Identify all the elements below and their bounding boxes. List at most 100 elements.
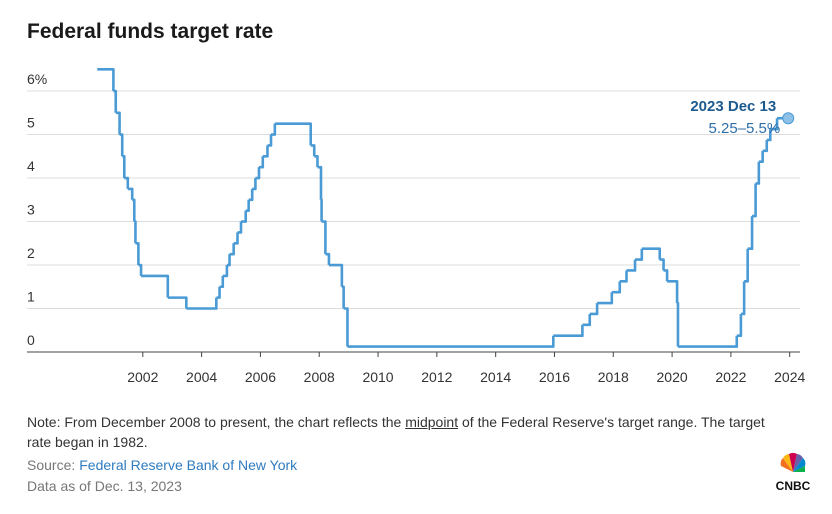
- line-step: [219, 275, 225, 289]
- line-step: [328, 263, 344, 287]
- line-step: [274, 122, 313, 146]
- line-step: [582, 313, 592, 327]
- source-label: Source:: [27, 457, 76, 473]
- line-step: [347, 335, 555, 348]
- line-step: [229, 243, 235, 256]
- line-step: [747, 216, 754, 251]
- line-step: [663, 269, 669, 282]
- line-step: [115, 111, 121, 135]
- line-step: [321, 220, 327, 255]
- x-tick-label: 2008: [304, 369, 335, 385]
- line-step: [597, 292, 614, 305]
- logo-text: CNBC: [776, 479, 811, 493]
- line-step: [755, 161, 761, 185]
- line-step: [222, 265, 229, 278]
- line-step: [635, 248, 644, 261]
- logo-icon: [780, 452, 806, 472]
- line-step: [744, 248, 749, 283]
- line-step: [736, 313, 743, 337]
- note-text: Note: From December 2008 to present, the…: [27, 414, 406, 430]
- line-step: [97, 68, 115, 92]
- line-step: [113, 89, 118, 113]
- line-step: [667, 280, 679, 304]
- line-step: [343, 307, 349, 347]
- line-step: [619, 270, 628, 283]
- line-step: [141, 274, 170, 298]
- source: Source: Federal Reserve Bank of New York: [27, 455, 297, 475]
- line-step: [258, 156, 265, 169]
- line-step: [611, 281, 622, 294]
- line-step: [271, 123, 277, 136]
- note-text: of the Federal Reserve's target range. T…: [27, 414, 765, 450]
- line-step: [770, 118, 779, 131]
- line-step: [740, 281, 746, 316]
- x-tick-label: 2018: [598, 369, 629, 385]
- y-tick-label: 1: [27, 289, 35, 305]
- line-step: [659, 258, 665, 271]
- line-step: [138, 263, 143, 276]
- line-step: [341, 285, 345, 309]
- annotation-value: 5.25–5.5%: [709, 120, 781, 137]
- line-step: [127, 187, 134, 200]
- line-step: [245, 199, 250, 212]
- line-step: [135, 241, 140, 266]
- note-link[interactable]: midpoint: [405, 414, 459, 430]
- line-step: [762, 139, 769, 153]
- x-tick-label: 2012: [421, 369, 452, 385]
- line-step: [267, 134, 273, 147]
- line-step: [320, 198, 323, 222]
- chart-title: Federal funds target rate: [27, 20, 273, 43]
- line-step: [262, 145, 269, 158]
- line-step: [676, 301, 680, 347]
- x-tick-label: 2014: [480, 369, 511, 385]
- line-step: [553, 324, 584, 337]
- line-step: [167, 296, 188, 309]
- line-step: [248, 188, 254, 202]
- x-tick-label: 2002: [127, 369, 158, 385]
- note: Note: From December 2008 to present, the…: [27, 412, 767, 452]
- line-step: [310, 144, 316, 157]
- line-step: [233, 232, 239, 245]
- end-point: [782, 112, 795, 125]
- line-step: [124, 176, 130, 189]
- line-step: [758, 150, 764, 164]
- line-step: [226, 254, 231, 267]
- data-as-of: Data as of Dec. 13, 2023: [27, 478, 182, 494]
- y-tick-label: 3: [27, 202, 35, 218]
- line-step: [325, 252, 331, 266]
- line-step: [766, 129, 772, 142]
- line-step: [317, 165, 323, 200]
- x-tick-label: 2024: [774, 369, 805, 385]
- line-step: [132, 198, 136, 222]
- line-step: [589, 303, 599, 316]
- source-link[interactable]: Federal Reserve Bank of New York: [79, 457, 298, 473]
- y-tick-label: 6%: [27, 71, 47, 87]
- x-tick-label: 2022: [715, 369, 746, 385]
- line-step: [641, 247, 662, 260]
- line-step: [252, 178, 257, 191]
- line-step: [677, 335, 739, 348]
- line-step: [752, 183, 757, 218]
- line-step: [314, 154, 319, 168]
- line-step: [134, 220, 137, 244]
- line-step: [186, 297, 218, 310]
- y-tick-label: 5: [27, 115, 35, 131]
- line-step: [119, 133, 124, 157]
- annotation-date: 2023 Dec 13: [690, 98, 776, 115]
- x-tick-label: 2010: [362, 369, 393, 385]
- y-tick-label: 4: [27, 158, 35, 174]
- line-step: [237, 221, 243, 234]
- x-tick-label: 2016: [539, 369, 570, 385]
- x-tick-label: 2004: [186, 369, 217, 385]
- line-step: [122, 154, 126, 179]
- x-tick-label: 2006: [245, 369, 276, 385]
- line-step: [241, 210, 248, 223]
- y-tick-label: 0: [27, 332, 35, 348]
- x-tick-label: 2020: [657, 369, 688, 385]
- line-step: [626, 259, 637, 272]
- line-step: [255, 167, 261, 180]
- line-step: [216, 286, 221, 299]
- y-tick-label: 2: [27, 245, 35, 261]
